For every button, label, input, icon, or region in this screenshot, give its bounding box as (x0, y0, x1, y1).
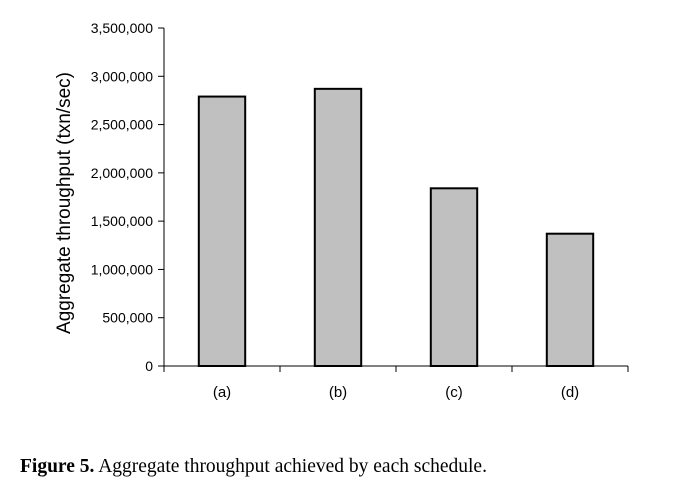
y-tick-label: 1,000,000 (91, 261, 153, 277)
y-tick-label: 3,500,000 (91, 20, 153, 36)
x-axis-ticks: (a) (b) (c) (d) (163, 366, 629, 401)
bars (197, 87, 595, 368)
y-axis-ticks: 0 500,000 1,000,000 1,500,000 2,000,000 2,500… (91, 20, 164, 374)
x-tick-label: (a) (213, 384, 231, 401)
figure-caption: Figure 5. Aggregate throughput achieved … (20, 456, 487, 478)
y-tick-label: 2,000,000 (91, 165, 153, 181)
bar-d (545, 232, 595, 367)
bar-c (429, 187, 479, 367)
figure-caption-text: Aggregate throughput achieved by each sc… (94, 456, 487, 477)
y-tick-label: 1,500,000 (91, 213, 153, 229)
y-tick-label: 0 (145, 358, 153, 374)
x-tick-label: (b) (329, 384, 347, 401)
bar-a (197, 95, 247, 368)
bar-chart: 0 500,000 1,000,000 1,500,000 2,000,000 2,500… (54, 20, 629, 401)
y-tick-label: 500,000 (102, 310, 153, 326)
x-tick-label: (c) (445, 384, 463, 401)
y-tick-label: 2,500,000 (91, 117, 153, 133)
x-tick-label: (d) (561, 384, 579, 401)
figure-caption-label: Figure 5. (20, 456, 95, 477)
y-tick-label: 3,000,000 (91, 68, 153, 84)
y-axis-label: Aggregate throughput (txn/sec) (54, 72, 75, 334)
bar-b (313, 87, 363, 367)
